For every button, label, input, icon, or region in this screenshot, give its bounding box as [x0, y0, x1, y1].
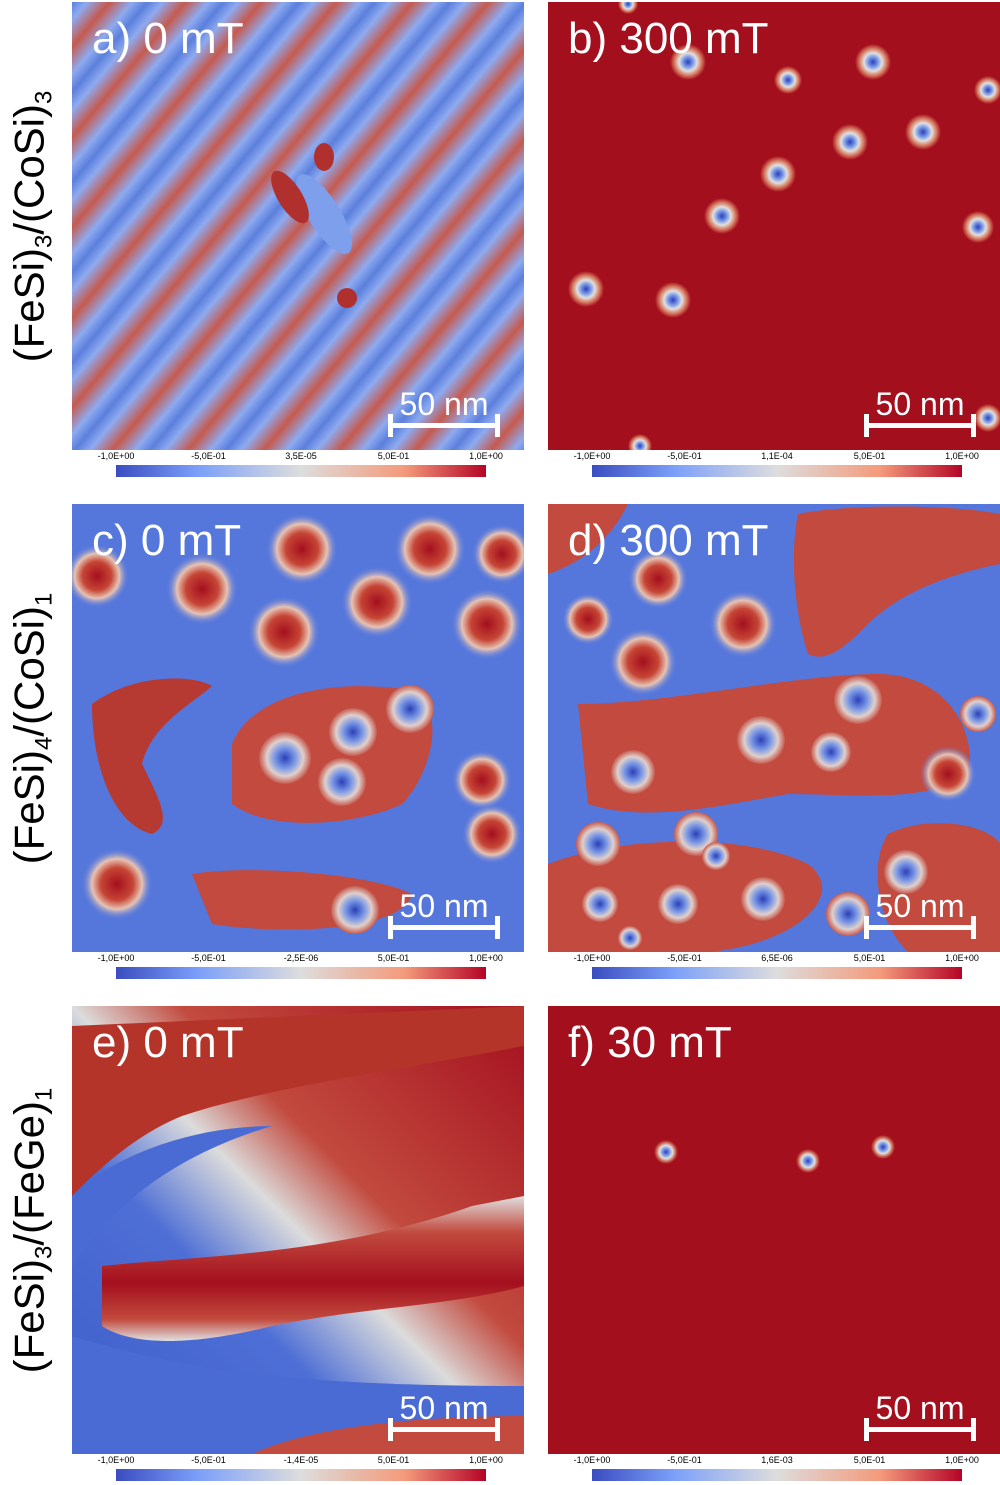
field-image-d — [548, 504, 1000, 952]
field-image-f — [548, 1006, 1000, 1454]
panel-e: e) 0 mT 50 nm — [72, 1006, 524, 1454]
scale-bar-b: 50 nm — [864, 386, 976, 437]
panel-label-f: f) 30 mT — [568, 1018, 732, 1067]
scale-bar-a: 50 nm — [388, 386, 500, 437]
row-label-2: (FeSi)4/(CoSi)1 — [5, 592, 58, 864]
field-image-a — [72, 2, 524, 450]
scale-bar-c: 50 nm — [388, 888, 500, 939]
panel-b: b) 300 mT 50 nm — [548, 2, 1000, 450]
panel-label-a: a) 0 mT — [92, 14, 244, 63]
row-label-3: (FeSi)3/(FeGe)1 — [5, 1087, 58, 1373]
colorbar-f: -1,0E+00 -5,0E-01 1,6E-03 5,0E-01 1,0E+0… — [548, 1455, 1000, 1485]
panel-a: a) 0 mT 50 nm — [72, 2, 524, 450]
field-image-b — [548, 2, 1000, 450]
row-label-1: (FeSi)3/(CoSi)3 — [5, 90, 58, 362]
panel-d: d) 300 mT 50 nm — [548, 504, 1000, 952]
panel-label-e: e) 0 mT — [92, 1018, 244, 1067]
colorbar-b: -1,0E+00 -5,0E-01 1,1E-04 5,0E-01 1,0E+0… — [548, 451, 1000, 481]
scale-bar-f: 50 nm — [864, 1390, 976, 1441]
scale-bar-d: 50 nm — [864, 888, 976, 939]
scale-bar-e: 50 nm — [388, 1390, 500, 1441]
field-image-e — [72, 1006, 524, 1454]
panel-label-d: d) 300 mT — [568, 516, 769, 565]
panel-label-c: c) 0 mT — [92, 516, 242, 565]
colorbar-d: -1,0E+00 -5,0E-01 6,5E-06 5,0E-01 1,0E+0… — [548, 953, 1000, 983]
colorbar-a: -1,0E+00 -5,0E-01 3,5E-05 5,0E-01 1,0E+0… — [72, 451, 524, 481]
field-image-c — [72, 504, 524, 952]
colorbar-c: -1,0E+00 -5,0E-01 -2,5E-06 5,0E-01 1,0E+… — [72, 953, 524, 983]
colorbar-e: -1,0E+00 -5,0E-01 -1,4E-05 5,0E-01 1,0E+… — [72, 1455, 524, 1485]
panel-c: c) 0 mT 50 nm — [72, 504, 524, 952]
panel-label-b: b) 300 mT — [568, 14, 769, 63]
panel-f: f) 30 mT 50 nm — [548, 1006, 1000, 1454]
